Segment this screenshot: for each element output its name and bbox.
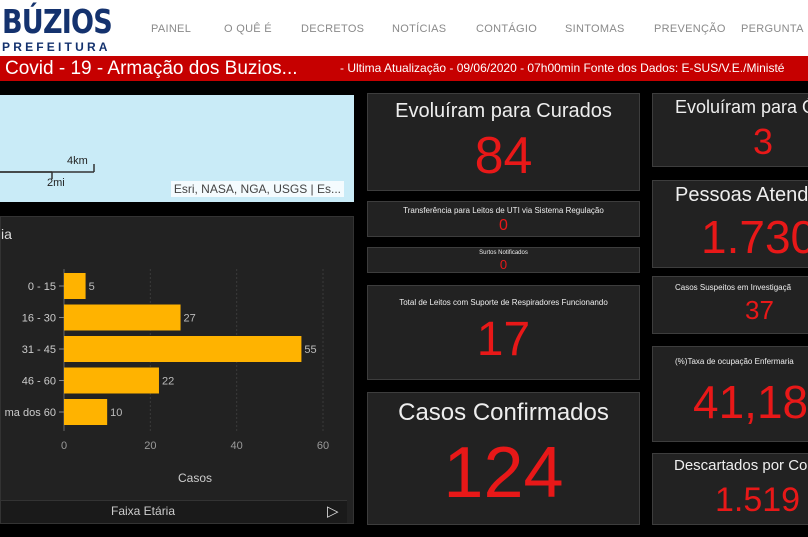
age-chart-panel: ia 0 20 40 60 0 - 15 5 16 - 30 27 31 - 45 55 46 - …	[0, 216, 354, 524]
data-label: 27	[184, 313, 196, 325]
nav-o-que-e[interactable]: O QUÊ É	[224, 23, 272, 35]
bar-1	[64, 304, 181, 331]
data-label: 55	[304, 344, 316, 356]
leitos-label: Total de Leitos com Suporte de Respirado…	[399, 298, 608, 307]
ocupacao-value: 41,18	[693, 376, 808, 428]
category-label: 46 - 60	[22, 376, 56, 388]
card-uti: Transferência para Leitos de UTI via Sis…	[367, 201, 640, 237]
dashboard-title: Covid - 19 - Armação dos Buzios...	[5, 58, 298, 79]
x-tick-label: 40	[231, 440, 243, 452]
bar-4	[64, 399, 108, 425]
bar-3	[64, 367, 159, 394]
chart-footer-label: Faixa Etária	[111, 504, 176, 518]
card-suspeitos: Casos Suspeitos em Investigaçã 37	[652, 276, 808, 334]
scale-km-label: 4km	[67, 155, 88, 167]
bar-0	[64, 273, 86, 299]
leitos-value: 17	[476, 313, 531, 366]
next-chart-icon[interactable]: ▷	[327, 503, 339, 520]
data-label: 22	[162, 376, 174, 388]
uti-label: Transferência para Leitos de UTI via Sis…	[403, 206, 604, 215]
site-header: BÚZIOS PREFEITURA PAINEL O QUÊ É DECRETO…	[0, 0, 808, 56]
confirmados-label: Casos Confirmados	[398, 399, 609, 426]
obitos-value: 3	[753, 121, 774, 162]
last-update-text: - Ultima Atualização - 09/06/2020 - 07h0…	[340, 61, 785, 75]
logo-title[interactable]: BÚZIOS	[2, 2, 113, 41]
obitos-label: Evoluíram para Ó	[675, 97, 808, 117]
nav-decretos[interactable]: DECRETOS	[301, 23, 365, 35]
surtos-value: 0	[499, 257, 508, 272]
age-chart-title: ia	[1, 226, 12, 242]
card-confirmados: Casos Confirmados 124	[367, 392, 640, 525]
category-label: ma dos 60	[5, 407, 56, 419]
suspeitos-value: 37	[745, 295, 774, 325]
chart-footer: Faixa Etária ▷	[1, 500, 347, 523]
map-scale-bar	[0, 164, 95, 179]
map-view[interactable]: 4km 2mi Esri, NASA, NGA, USGS | Es...	[0, 95, 354, 202]
nav-noticias[interactable]: NOTÍCIAS	[392, 23, 447, 35]
nav-perguntas[interactable]: PERGUNTA	[741, 23, 804, 35]
bar-2	[64, 336, 302, 362]
card-curados: Evoluíram para Curados 84	[367, 93, 640, 191]
card-obitos: Evoluíram para Ó 3	[652, 93, 808, 167]
logo-subtitle: PREFEITURA	[2, 40, 111, 54]
card-atendidas: Pessoas Atend 1.730	[652, 180, 808, 268]
x-tick-label: 60	[317, 440, 329, 452]
ocupacao-label: (%)Taxa de ocupação Enfermaria	[675, 357, 794, 366]
category-label: 31 - 45	[22, 344, 56, 356]
card-leitos: Total de Leitos com Suporte de Respirado…	[367, 285, 640, 380]
atendidas-value: 1.730	[701, 211, 808, 263]
x-tick-label: 0	[61, 440, 67, 452]
surtos-label: Surtos Notificados	[479, 250, 528, 256]
map-attribution[interactable]: Esri, NASA, NGA, USGS | Es...	[170, 181, 344, 197]
x-tick-label: 20	[144, 440, 156, 452]
curados-value: 84	[474, 127, 533, 185]
card-surtos: Surtos Notificados 0	[367, 247, 640, 273]
main-nav: PAINEL O QUÊ É DECRETOS NOTÍCIAS CONTÁGI…	[0, 23, 808, 37]
category-label: 0 - 15	[28, 281, 56, 293]
data-label: 5	[89, 281, 95, 293]
data-label: 10	[110, 407, 122, 419]
dashboard-title-bar: Covid - 19 - Armação dos Buzios... - Ult…	[0, 56, 808, 81]
scale-mi-label: 2mi	[47, 177, 65, 189]
uti-value: 0	[499, 217, 508, 234]
card-descartados: Descartados por Co 1.519	[652, 453, 808, 525]
nav-contagio[interactable]: CONTÁGIO	[476, 23, 538, 35]
nav-sintomas[interactable]: SINTOMAS	[565, 23, 625, 35]
x-axis-label: Casos	[178, 471, 212, 485]
suspeitos-label: Casos Suspeitos em Investigaçã	[675, 283, 792, 292]
age-bar-chart: 0 20 40 60 0 - 15 5 16 - 30 27 31 - 45 55 46 - 60 2…	[5, 269, 329, 485]
descartados-value: 1.519	[715, 481, 801, 519]
category-label: 16 - 30	[22, 313, 56, 325]
confirmados-value: 124	[443, 433, 564, 513]
card-ocupacao: (%)Taxa de ocupação Enfermaria 41,18	[652, 346, 808, 442]
nav-prevencao[interactable]: PREVENÇÃO	[654, 23, 726, 35]
nav-painel[interactable]: PAINEL	[151, 23, 192, 35]
curados-label: Evoluíram para Curados	[395, 100, 612, 122]
atendidas-label: Pessoas Atend	[675, 184, 808, 206]
descartados-label: Descartados por Co	[674, 457, 808, 474]
